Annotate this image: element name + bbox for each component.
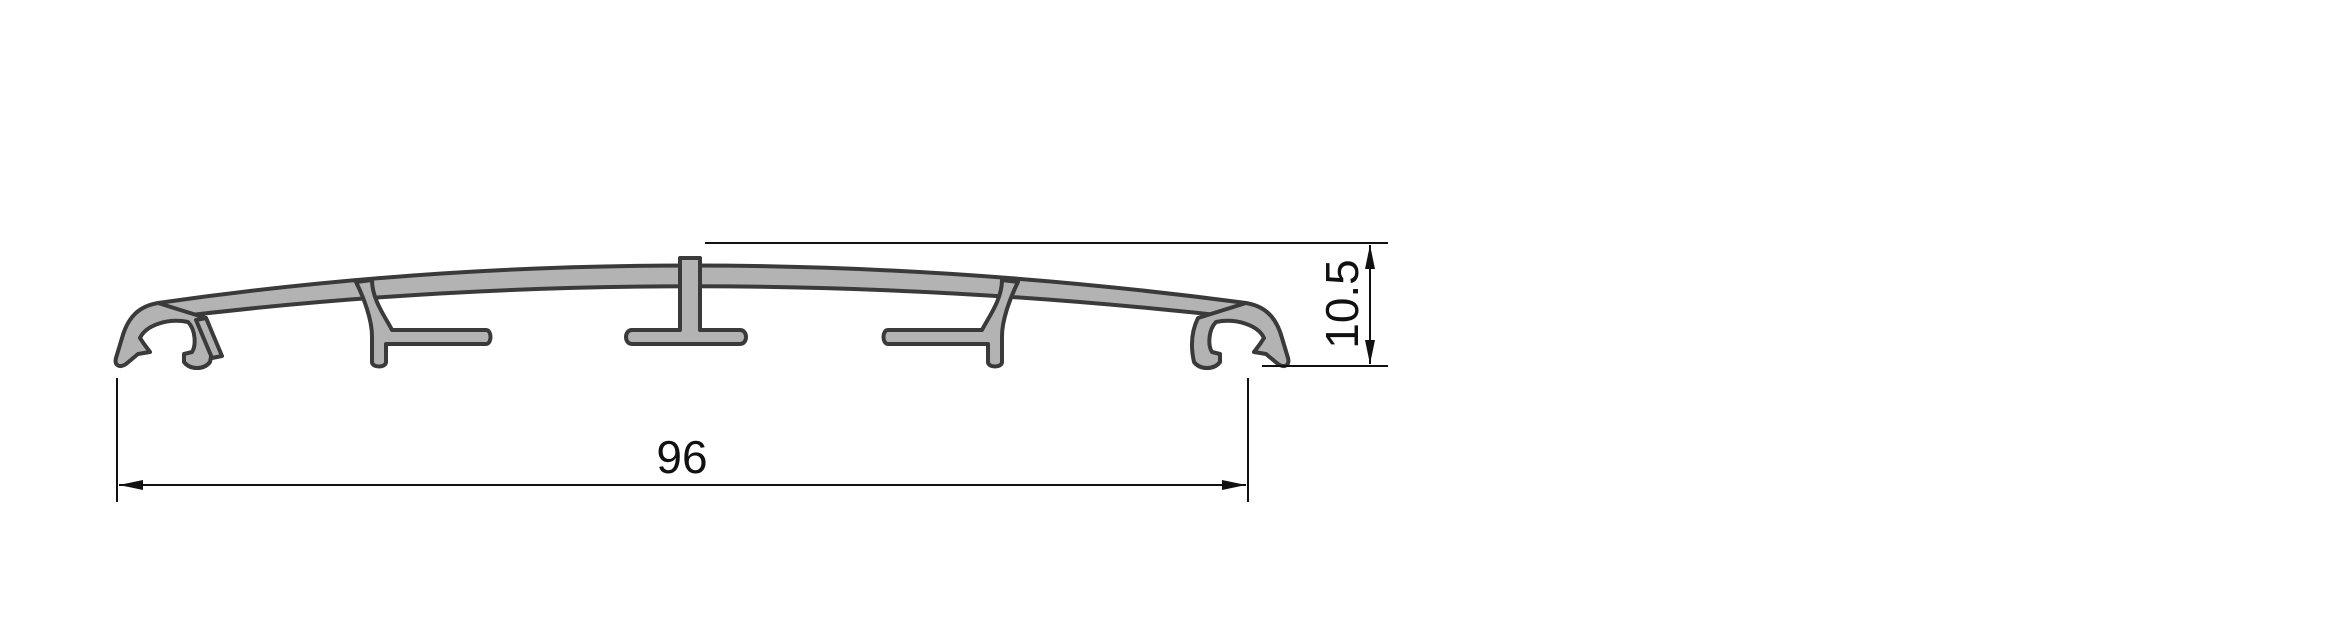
width-arrow-right [1222, 480, 1246, 490]
profile-cross-section [113, 256, 1291, 370]
width-arrow-left [119, 480, 143, 490]
height-arrow-top [1365, 245, 1375, 269]
profile-left-hook [113, 301, 215, 370]
profile-right-hook [1189, 301, 1291, 370]
height-label: 10.5 [1316, 259, 1368, 349]
height-arrow-bottom [1365, 340, 1375, 364]
profile-center-rib [624, 256, 748, 346]
profile-left-rib [354, 278, 493, 369]
width-label: 96 [656, 431, 707, 483]
width-dimension: 96 [116, 378, 1249, 502]
height-dimension: 10.5 [705, 242, 1388, 367]
profile-left-hook-leg [194, 316, 224, 360]
profile-right-rib [881, 278, 1020, 369]
